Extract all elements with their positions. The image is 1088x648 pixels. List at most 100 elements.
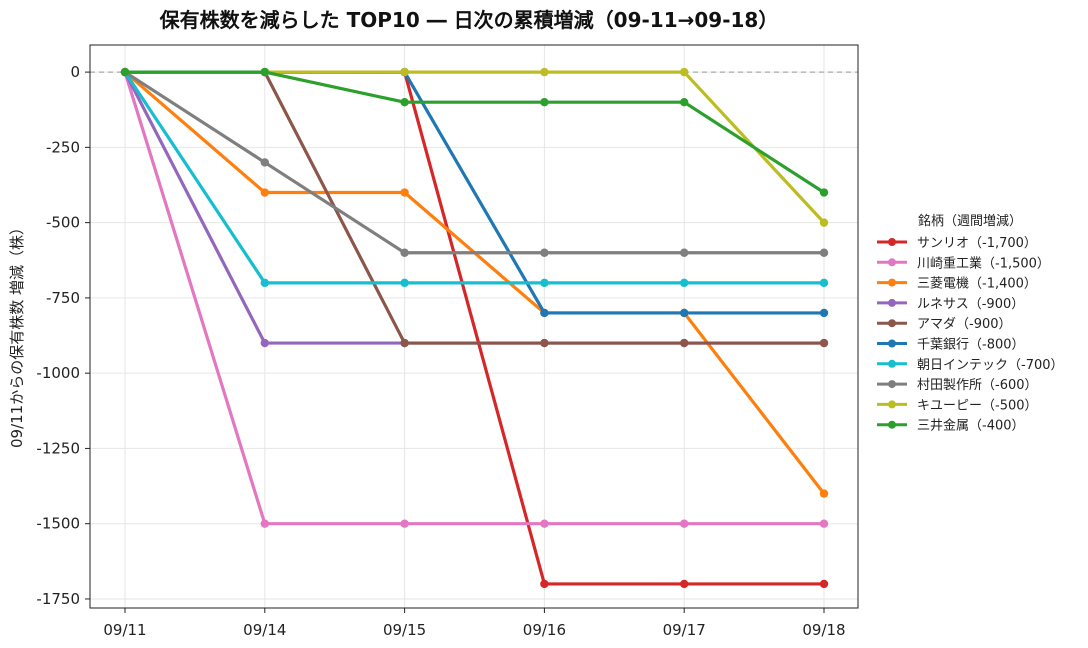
data-point bbox=[680, 519, 689, 528]
y-tick-label: -1000 bbox=[36, 364, 80, 382]
data-point bbox=[819, 338, 829, 348]
data-point bbox=[540, 248, 549, 257]
data-point bbox=[260, 67, 269, 77]
data-point bbox=[819, 579, 829, 589]
series-line bbox=[123, 70, 826, 345]
legend-label: 村田製作所（-600） bbox=[917, 378, 1038, 393]
legend-item: 川崎重工業（-1,500） bbox=[877, 255, 1050, 271]
legend-swatch-marker bbox=[888, 380, 896, 389]
data-point bbox=[540, 308, 549, 318]
y-axis-ticks: 0 -250 -500 -750 -1000 -1250 -1500 -1750 bbox=[36, 63, 90, 608]
data-point bbox=[400, 67, 409, 77]
series bbox=[120, 67, 829, 197]
legend-items: サンリオ（-1,700） 川崎重工業（-1,500） 三菱電機（-1,400） ルネサ… bbox=[877, 236, 1064, 434]
legend-label: 千葉銀行（-800） bbox=[917, 338, 1025, 353]
legend-item: アマダ（-900） bbox=[877, 317, 1012, 332]
legend-label: 三井金属（-400） bbox=[917, 418, 1025, 434]
data-point bbox=[680, 278, 689, 288]
data-point bbox=[260, 188, 269, 197]
data-point bbox=[260, 278, 269, 288]
series-line bbox=[123, 70, 826, 345]
plot-frame bbox=[89, 44, 859, 609]
x-tick-label: 09/15 bbox=[383, 621, 426, 639]
legend-item: 村田製作所（-600） bbox=[877, 378, 1038, 393]
legend-item: 三井金属（-400） bbox=[877, 418, 1025, 434]
legend-label: キユーピー（-500） bbox=[917, 398, 1038, 413]
series-line bbox=[123, 70, 826, 255]
data-point bbox=[819, 278, 829, 288]
legend-label: アマダ（-900） bbox=[917, 317, 1012, 332]
data-point bbox=[540, 338, 549, 348]
y-tick-label: -1750 bbox=[36, 590, 80, 608]
legend-item: 三菱電機（-1,400） bbox=[877, 277, 1037, 292]
series-line bbox=[123, 70, 826, 195]
series-line bbox=[123, 70, 826, 526]
legend-title: 銘柄（週間増減） bbox=[918, 213, 1022, 229]
data-point bbox=[540, 579, 549, 589]
x-axis-ticks: 09/11 09/14 09/15 09/16 09/17 09/18 bbox=[103, 608, 846, 639]
legend-swatch-marker bbox=[888, 359, 896, 368]
data-point bbox=[680, 338, 689, 348]
series bbox=[120, 67, 829, 318]
data-point bbox=[400, 188, 409, 197]
data-point bbox=[680, 98, 689, 107]
legend-swatch-marker bbox=[888, 420, 896, 429]
data-point bbox=[819, 218, 829, 227]
y-tick-label: -1250 bbox=[36, 439, 80, 457]
data-point bbox=[819, 248, 829, 257]
data-point bbox=[540, 98, 549, 107]
legend-swatch-marker bbox=[888, 238, 896, 246]
legend-label: サンリオ（-1,700） bbox=[917, 236, 1037, 251]
legend-item: ルネサス（-900） bbox=[877, 297, 1024, 312]
legend-swatch-marker bbox=[888, 278, 896, 287]
data-point bbox=[680, 308, 689, 318]
data-point bbox=[819, 308, 829, 318]
legend-label: 朝日インテック（-700） bbox=[917, 358, 1064, 373]
y-tick-label: -500 bbox=[46, 214, 80, 232]
data-point bbox=[540, 519, 549, 528]
data-point bbox=[260, 519, 269, 528]
x-tick-label: 09/14 bbox=[243, 621, 286, 639]
y-tick-label: 0 bbox=[70, 63, 80, 81]
data-point bbox=[540, 278, 549, 288]
data-point bbox=[680, 248, 689, 257]
y-tick-label: -1500 bbox=[36, 515, 80, 533]
x-tick-label: 09/18 bbox=[802, 621, 845, 639]
legend-swatch-marker bbox=[888, 319, 896, 328]
series-lines bbox=[120, 67, 829, 589]
data-point bbox=[819, 489, 829, 498]
legend-item: サンリオ（-1,700） bbox=[877, 236, 1037, 251]
series bbox=[120, 67, 829, 348]
x-tick-label: 09/16 bbox=[523, 621, 566, 639]
data-point bbox=[120, 67, 130, 77]
data-point bbox=[400, 248, 409, 257]
data-point bbox=[400, 278, 409, 288]
series bbox=[120, 67, 829, 589]
y-tick-label: -250 bbox=[46, 138, 80, 156]
data-point bbox=[819, 188, 829, 197]
legend: 銘柄（週間増減） サンリオ（-1,700） 川崎重工業（-1,500） 三菱電機（-… bbox=[877, 213, 1064, 434]
legend-swatch-marker bbox=[888, 298, 896, 307]
series bbox=[120, 67, 829, 348]
data-point bbox=[680, 579, 689, 589]
x-tick-label: 09/17 bbox=[663, 621, 706, 639]
y-axis-label: 09/11からの保有株数 増減（株） bbox=[8, 220, 26, 448]
legend-swatch-marker bbox=[888, 258, 896, 267]
data-point bbox=[260, 158, 269, 167]
data-point bbox=[680, 67, 689, 77]
data-point bbox=[819, 519, 829, 528]
y-tick-label: -750 bbox=[46, 289, 80, 307]
data-point bbox=[400, 98, 409, 107]
x-tick-label: 09/11 bbox=[103, 621, 146, 639]
legend-label: 川崎重工業（-1,500） bbox=[917, 255, 1050, 271]
data-point bbox=[540, 67, 549, 77]
chart-title: 保有株数を減らした TOP10 ― 日次の累積増減（09-11→09-18） bbox=[159, 8, 779, 32]
legend-swatch-marker bbox=[888, 400, 896, 409]
legend-item: 朝日インテック（-700） bbox=[877, 358, 1064, 373]
series-line bbox=[123, 70, 826, 285]
data-point bbox=[400, 338, 409, 348]
legend-swatch-marker bbox=[888, 339, 896, 348]
series-line bbox=[123, 70, 826, 586]
data-point bbox=[260, 338, 269, 348]
